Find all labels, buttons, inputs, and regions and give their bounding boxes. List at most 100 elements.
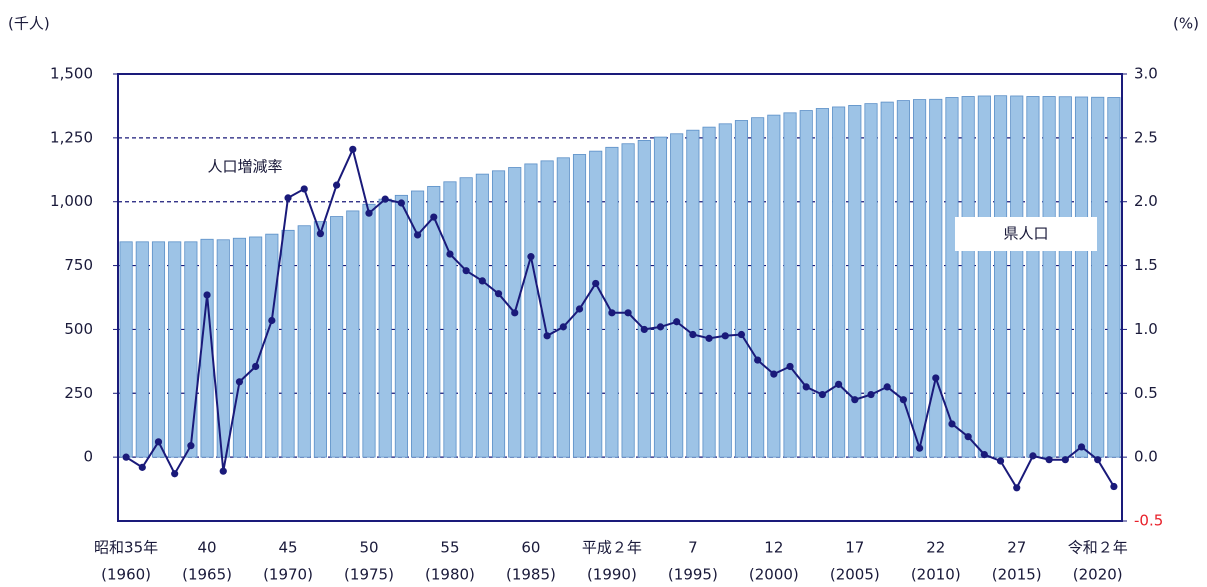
rate-point [252, 362, 260, 371]
rate-point [446, 250, 454, 258]
bar [313, 221, 327, 458]
rate-point [835, 380, 843, 388]
plot-frame [117, 73, 1123, 522]
x-tick-year: (1985) [506, 566, 556, 584]
rate-point [235, 378, 244, 386]
x-tick-year: (2005) [830, 566, 880, 584]
rate-point [673, 318, 681, 326]
bar [734, 120, 749, 458]
x-tick-year: (1970) [263, 566, 313, 584]
bar [848, 105, 862, 458]
bar [411, 190, 425, 458]
x-tick-label: 7 [688, 539, 698, 557]
bar [1058, 96, 1072, 458]
x-tick-year: (1990) [587, 566, 637, 584]
bar [880, 101, 894, 458]
rate-point [1094, 456, 1102, 464]
bar [896, 100, 910, 458]
bar [1107, 97, 1121, 458]
x-tick-label: 昭和35年 [94, 539, 158, 557]
rate-point [171, 470, 179, 478]
bar [459, 177, 473, 458]
x-tick-label: 45 [278, 539, 297, 557]
rate-point [511, 309, 519, 317]
rate-point [203, 291, 211, 299]
bar [929, 98, 943, 458]
x-tick-year: (1980) [425, 566, 475, 584]
rate-point [656, 323, 665, 331]
rate-point [996, 457, 1005, 465]
rate-point [1061, 456, 1069, 464]
rate-point [592, 279, 600, 288]
bar [297, 225, 311, 458]
rate-point [608, 309, 616, 317]
rate-point [300, 185, 308, 193]
bar [378, 198, 392, 458]
bar [1010, 95, 1024, 458]
x-tick-label: 27 [1007, 539, 1026, 557]
bar [702, 126, 716, 458]
rate-point [883, 383, 891, 391]
bar [945, 97, 959, 458]
y2-tick-label: 3.0 [1134, 65, 1158, 83]
bar [556, 157, 570, 458]
bar [491, 170, 506, 458]
x-tick-year: (1965) [182, 566, 232, 584]
bar [961, 96, 975, 458]
bar [913, 99, 927, 458]
bar [993, 95, 1008, 458]
y2-tick-label: 0.5 [1134, 384, 1158, 402]
y2-tick-label: 1.5 [1134, 256, 1158, 274]
y2-tick-label: -0.5 [1134, 512, 1163, 530]
x-tick-label: 40 [198, 539, 217, 557]
rate-point [1013, 484, 1021, 492]
x-tick-label: 22 [926, 539, 945, 557]
rate-point [915, 444, 924, 452]
rate-point [365, 209, 373, 217]
bar [621, 143, 635, 458]
y-tick-label: 1,500 [50, 65, 93, 83]
x-tick-year: (2000) [749, 566, 799, 584]
rate-point [1029, 452, 1037, 460]
x-tick-label: 12 [764, 539, 783, 557]
rate-point [964, 433, 972, 441]
rate-point [122, 453, 130, 461]
rate-point [705, 334, 713, 342]
x-tick-year: (2020) [1073, 566, 1123, 584]
rate-point [543, 332, 551, 340]
rate-point [559, 323, 567, 331]
bar [864, 103, 878, 458]
bar [1042, 96, 1056, 458]
rate-point [980, 450, 988, 459]
bar [249, 236, 263, 458]
rate-point [430, 213, 438, 221]
bar [815, 108, 829, 458]
bar [783, 112, 797, 458]
bar [119, 241, 133, 458]
rate-point [721, 332, 729, 340]
rate-point [462, 267, 470, 275]
rate-point [948, 420, 956, 428]
bar [394, 194, 408, 458]
bar [540, 160, 554, 458]
rate-point [932, 374, 940, 382]
rate-point [187, 442, 195, 450]
y2-tick-label: 0.0 [1134, 448, 1158, 466]
rate-point [1110, 482, 1118, 491]
bar [362, 203, 376, 458]
x-tick-label: 17 [845, 539, 864, 557]
rate-point [219, 467, 227, 475]
y-tick-label: 1,250 [50, 128, 93, 146]
rate-point [802, 383, 810, 391]
bar [1026, 96, 1040, 458]
y-tick-label: 500 [64, 320, 93, 338]
bar [767, 114, 781, 458]
rate-point [770, 370, 778, 378]
bar [232, 237, 247, 458]
bar [427, 185, 441, 458]
rate-point [268, 316, 276, 325]
rate-point [349, 145, 357, 153]
bar [637, 140, 651, 458]
bar [1091, 96, 1105, 458]
rate-point [138, 463, 146, 471]
